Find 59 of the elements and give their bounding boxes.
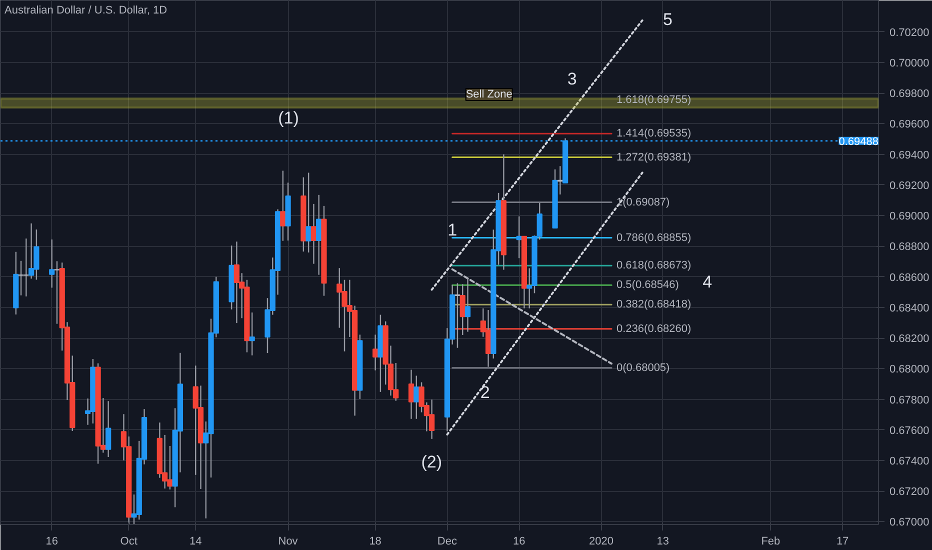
- y-tick-label: 0.68600: [890, 272, 930, 284]
- annotation: 0.786(0.68855): [616, 232, 692, 244]
- candlestick: [310, 203, 317, 264]
- annotation: (2): [421, 452, 442, 472]
- annotation: 4: [702, 272, 712, 292]
- chart-title: Australian Dollar / U.S. Dollar, 1D: [4, 4, 168, 16]
- y-tick-label: 0.67000: [890, 516, 930, 529]
- annotation: 1.618(0.69755): [616, 94, 692, 106]
- y-tick-label: 0.68400: [890, 302, 930, 314]
- y-tick-label: 0.67800: [890, 394, 930, 406]
- y-tick-label: 0.67400: [890, 456, 930, 468]
- y-tick-label: 0.69000: [890, 210, 930, 223]
- candlestick: [249, 312, 255, 356]
- y-tick-label: 0.69800: [890, 88, 930, 100]
- annotation: 0.618(0.68673): [616, 260, 692, 272]
- y-tick-label: 0.67600: [890, 424, 930, 437]
- y-tick-label: 0.68200: [890, 333, 930, 346]
- x-tick-label: Dec: [437, 536, 458, 548]
- x-tick-label: 2020: [589, 536, 614, 548]
- annotation: 0(0.68005): [616, 362, 670, 374]
- candlestick: [464, 278, 471, 332]
- candlestick: [54, 260, 60, 324]
- annotation: 3: [567, 70, 577, 89]
- y-tick-label: 0.67200: [890, 486, 930, 498]
- y-tick-label: 0.70200: [890, 26, 930, 39]
- x-tick-label: 17: [836, 536, 849, 548]
- x-tick-label: Nov: [278, 536, 298, 548]
- y-tick-label: 0.69200: [890, 180, 930, 192]
- x-tick-label: 13: [656, 536, 669, 548]
- x-tick-label: 16: [46, 536, 58, 548]
- annotation: 0.236(0.68260): [616, 322, 692, 335]
- annotation: 1: [448, 220, 458, 240]
- candlestick: [454, 282, 460, 348]
- candlestick: [414, 375, 420, 420]
- y-tick-label: 0.68800: [890, 241, 930, 254]
- candlestick: [306, 172, 312, 254]
- x-tick-label: Oct: [120, 536, 138, 548]
- annotation: 0.5(0.68546): [616, 279, 679, 292]
- annotation: 0.382(0.68418): [616, 298, 692, 311]
- annotation: 2: [480, 382, 490, 402]
- candlestick: [280, 170, 286, 242]
- y-tick-label: 0.70000: [890, 58, 930, 70]
- x-tick-label: 16: [512, 536, 526, 548]
- annotation: (1): [278, 108, 299, 128]
- candlestick: [408, 369, 414, 420]
- annotation: 1.414(0.69535): [616, 128, 692, 140]
- ref-line-label: 0.69488: [838, 136, 879, 148]
- x-tick-label: Feb: [761, 536, 780, 548]
- y-tick-label: 0.69600: [890, 118, 930, 131]
- x-tick-label: 14: [189, 536, 202, 548]
- candlestick: [106, 400, 112, 458]
- candlestick: [372, 334, 378, 371]
- y-tick-label: 0.69400: [890, 149, 930, 162]
- y-tick-label: 0.68000: [890, 364, 930, 376]
- x-tick-label: 18: [369, 536, 382, 548]
- annotation: 5: [663, 10, 673, 29]
- annotation: 1.272(0.69381): [616, 151, 692, 164]
- candlestick: [49, 238, 55, 288]
- band-label: Sell Zone: [466, 88, 512, 100]
